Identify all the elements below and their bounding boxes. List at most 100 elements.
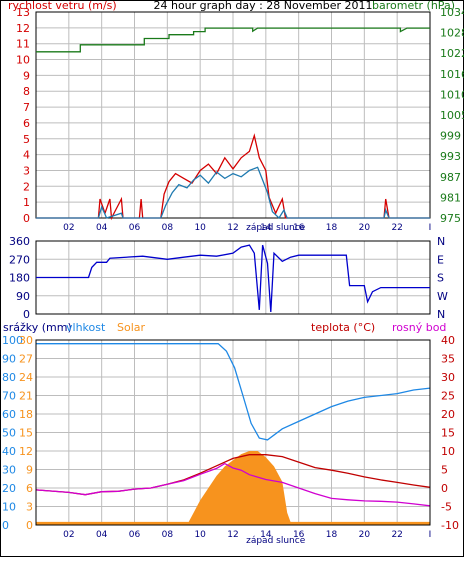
y-tick-solar: 27: [19, 353, 33, 366]
direction-tick: 180: [9, 272, 30, 285]
y-tick-left: 9: [23, 69, 30, 82]
x-tick: 08: [162, 530, 174, 540]
x-tick: 04: [96, 530, 108, 540]
series-wind-direction: [36, 244, 430, 313]
series-wind-average: [36, 166, 430, 220]
ylabel-wind: rychlost vetru (m/s): [8, 0, 117, 12]
y-tick-humidity: 100: [2, 334, 23, 347]
x-tick: 18: [326, 530, 338, 540]
sunset-label: západ slunce: [246, 536, 306, 546]
series-dewpoint: [35, 462, 431, 507]
y-tick-right: 1022: [440, 47, 464, 60]
y-tick-left: 0: [23, 212, 30, 225]
ylabel-humidity: vlhkost: [66, 321, 106, 334]
plot-area-temperature: [35, 339, 431, 526]
x-tick: 10: [194, 223, 206, 233]
y-tick-solar: 6: [26, 482, 33, 495]
y-tick-solar: 3: [26, 501, 33, 514]
y-tick-temp: 15: [441, 427, 455, 440]
y-tick-right: 1010: [440, 88, 464, 101]
x-tick: 18: [326, 223, 338, 233]
y-tick-right: 1028: [440, 27, 464, 40]
y-tick-humidity: 80: [2, 371, 16, 384]
ylabel-barometer: barometr (hPa): [372, 0, 455, 12]
y-tick-left: 12: [16, 22, 30, 35]
x-tick: 12: [227, 530, 238, 540]
x-tick: 02: [63, 530, 74, 540]
y-tick-left: 13: [16, 6, 30, 19]
series-wind-speed: [36, 133, 430, 221]
y-tick-humidity: 40: [2, 445, 16, 458]
series-humidity: [36, 343, 431, 441]
x-tick: 14: [260, 530, 272, 540]
compass-label: E: [437, 253, 444, 266]
y-tick-left: 4: [23, 149, 30, 162]
y-tick-left: 2: [23, 180, 30, 193]
y-tick-solar: 30: [19, 334, 33, 347]
y-tick-right: 987: [440, 171, 461, 184]
y-tick-temp: -5: [441, 501, 452, 514]
y-tick-humidity: 50: [2, 427, 16, 440]
x-tick: 02: [63, 223, 74, 233]
x-tick: 16: [293, 223, 305, 233]
x-tick: 06: [129, 223, 141, 233]
x-tick: 04: [96, 223, 108, 233]
y-tick-right: 999: [440, 130, 461, 143]
x-tick: I: [429, 530, 432, 540]
y-tick-left: 7: [23, 101, 30, 114]
y-tick-humidity: 20: [2, 482, 16, 495]
y-tick-right: 981: [440, 191, 461, 204]
ylabel-dewpoint: rosný bod: [392, 321, 446, 334]
y-tick-solar: 21: [19, 390, 33, 403]
direction-tick: 90: [16, 290, 30, 303]
y-tick-humidity: 70: [2, 390, 16, 403]
y-tick-left: 8: [23, 85, 30, 98]
x-tick: 22: [391, 530, 402, 540]
y-tick-humidity: 30: [2, 464, 16, 477]
compass-label: S: [437, 272, 444, 285]
series-solar: [36, 451, 430, 525]
y-tick-right: 1005: [440, 109, 464, 122]
compass-label: N: [437, 235, 445, 248]
y-tick-left: 3: [23, 164, 30, 177]
series-barometer: [36, 27, 430, 53]
y-tick-solar: 0: [26, 519, 33, 532]
y-tick-solar: 12: [19, 445, 33, 458]
y-tick-solar: 15: [19, 427, 33, 440]
y-tick-right: 993: [440, 150, 461, 163]
direction-tick: 0: [23, 308, 30, 321]
x-tick: 20: [359, 223, 371, 233]
y-tick-left: 10: [16, 54, 30, 67]
ylabel-rain: srážky (mm): [3, 321, 72, 334]
compass-label: W: [437, 290, 448, 303]
x-tick: 10: [194, 530, 206, 540]
compass-label: N: [437, 308, 445, 321]
y-tick-temp: 30: [441, 371, 455, 384]
y-tick-temp: 20: [441, 408, 455, 421]
plot-area-wind: [35, 11, 431, 219]
y-tick-left: 1: [23, 196, 30, 209]
x-tick: 20: [359, 530, 371, 540]
y-tick-temp: 5: [441, 464, 448, 477]
x-tick: 14: [260, 223, 272, 233]
ylabel-solar: Solar: [117, 321, 146, 334]
x-tick: 22: [391, 223, 402, 233]
chart-title: 24 hour graph day : 28 November 2011: [153, 0, 372, 12]
x-tick: 16: [293, 530, 305, 540]
y-tick-temp: 10: [441, 445, 455, 458]
direction-tick: 360: [9, 235, 30, 248]
y-tick-humidity: 0: [2, 519, 9, 532]
y-tick-humidity: 90: [2, 353, 16, 366]
x-tick: 12: [227, 223, 238, 233]
y-tick-temp: 25: [441, 390, 455, 403]
y-tick-left: 11: [16, 38, 30, 51]
y-tick-left: 5: [23, 133, 30, 146]
sunset-label: západ slunce: [246, 223, 306, 233]
y-tick-temp: 40: [441, 334, 455, 347]
y-tick-humidity: 60: [2, 408, 16, 421]
y-tick-left: 6: [23, 117, 30, 130]
y-tick-humidity: 10: [2, 501, 16, 514]
y-tick-temp: 35: [441, 353, 455, 366]
ylabel-temperature: teplota (°C): [311, 321, 375, 334]
